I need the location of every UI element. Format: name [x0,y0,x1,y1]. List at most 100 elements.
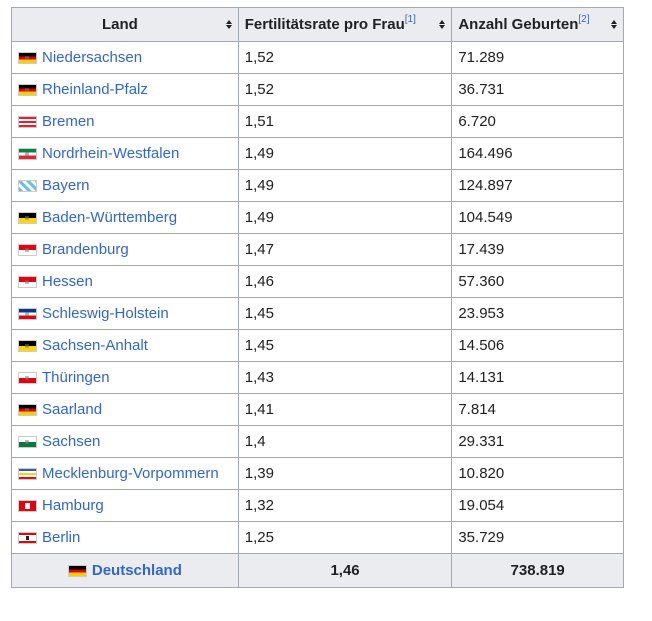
land-link[interactable]: Brandenburg [42,241,129,258]
cell-fertility: 1,32 [237,489,453,522]
table-row: Saarland 1,41 7.814 [11,393,624,426]
cell-fertility: 1,46 [237,265,453,298]
cell-land: Hessen [11,265,239,298]
sachsen-anhalt-flag-icon [18,339,37,352]
cell-land: Mecklenburg-Vorpommern [11,457,239,490]
cell-fertility: 1,46 [237,553,453,588]
land-link[interactable]: Hessen [42,273,93,290]
cell-land: Baden-Württemberg [11,201,239,234]
table-row: Nordrhein-Westfalen 1,49 164.496 [11,137,624,170]
table-row: Brandenburg 1,47 17.439 [11,233,624,266]
table-row: Sachsen-Anhalt 1,45 14.506 [11,329,624,362]
cell-land: Schleswig-Holstein [11,297,239,330]
thueringen-flag-icon [18,371,37,384]
land-link[interactable]: Schleswig-Holstein [42,305,169,322]
cell-land: Deutschland [11,553,239,588]
land-link[interactable]: Sachsen-Anhalt [42,337,148,354]
schleswig-holstein-flag-icon [18,307,37,320]
table-row: Mecklenburg-Vorpommern 1,39 10.820 [11,457,624,490]
column-header-land[interactable]: Land [11,7,239,42]
cell-fertility: 1,52 [237,73,453,106]
sort-icon[interactable] [439,20,446,29]
table-row: Hessen 1,46 57.360 [11,265,624,298]
sort-icon[interactable] [611,20,617,29]
germany-flag-icon [67,564,87,577]
land-link[interactable]: Hamburg [42,497,104,514]
cell-births: 36.731 [451,73,624,106]
column-header-label: Anzahl Geburten [458,16,579,33]
fertility-table: Land Fertilitätsrate pro Frau[1] Anzahl … [11,7,624,588]
land-link[interactable]: Berlin [42,529,81,546]
column-header-label: Land [101,16,138,33]
cell-land: Sachsen-Anhalt [11,329,239,362]
cell-births: 164.496 [451,137,624,170]
cell-land: Rheinland-Pfalz [11,73,239,106]
land-link[interactable]: Nordrhein-Westfalen [42,145,180,162]
hessen-flag-icon [18,275,37,288]
reference-link[interactable]: [2] [578,14,590,25]
saarland-flag-icon [18,403,37,416]
cell-fertility: 1,25 [237,521,453,554]
cell-births: 10.820 [451,457,624,490]
cell-land: Berlin [11,521,239,554]
cell-fertility: 1,49 [237,169,453,202]
reference-link[interactable]: [1] [404,14,416,25]
land-link[interactable]: Bremen [42,113,95,130]
nrw-flag-icon [18,147,37,160]
column-header-fertility[interactable]: Fertilitätsrate pro Frau[1] [237,7,453,42]
cell-land: Saarland [11,393,239,426]
hamburg-flag-icon [18,499,37,512]
cell-fertility: 1,52 [237,41,453,74]
table-row: Berlin 1,25 35.729 [11,521,624,554]
cell-land: Bremen [11,105,239,138]
cell-land: Niedersachsen [11,41,239,74]
cell-births: 23.953 [451,297,624,330]
mecklenburg-vorpommern-flag-icon [18,467,37,480]
cell-fertility: 1,51 [237,105,453,138]
baden-wuerttemberg-flag-icon [18,211,37,224]
bayern-flag-icon [18,179,37,192]
table-row: Hamburg 1,32 19.054 [11,489,624,522]
cell-fertility: 1,43 [237,361,453,394]
land-link[interactable]: Deutschland [91,562,182,579]
cell-births: 738.819 [451,553,624,588]
cell-land: Hamburg [11,489,239,522]
berlin-flag-icon [18,531,37,544]
cell-fertility: 1,49 [237,137,453,170]
land-link[interactable]: Baden-Württemberg [42,209,178,226]
table-row: Bremen 1,51 6.720 [11,105,624,138]
land-link[interactable]: Rheinland-Pfalz [42,81,148,98]
cell-births: 14.131 [451,361,624,394]
column-header-label: Fertilitätsrate pro Frau [244,16,405,33]
niedersachsen-flag-icon [18,51,37,64]
land-link[interactable]: Sachsen [42,433,101,450]
land-link[interactable]: Bayern [42,177,90,194]
cell-fertility: 1,4 [237,425,453,458]
land-link[interactable]: Saarland [42,401,103,418]
total-row: Deutschland 1,46 738.819 [11,553,624,588]
sachsen-flag-icon [18,435,37,448]
table-row: Sachsen 1,4 29.331 [11,425,624,458]
cell-births: 57.360 [451,265,624,298]
brandenburg-flag-icon [18,243,37,256]
sort-icon[interactable] [225,20,232,29]
cell-fertility: 1,41 [237,393,453,426]
table-row: Niedersachsen 1,52 71.289 [11,41,624,74]
cell-births: 6.720 [451,105,624,138]
cell-fertility: 1,45 [237,329,453,362]
cell-births: 104.549 [451,201,624,234]
cell-fertility: 1,45 [237,297,453,330]
column-header-births[interactable]: Anzahl Geburten[2] [451,7,624,42]
cell-births: 17.439 [451,233,624,266]
cell-land: Thüringen [11,361,239,394]
header-row: Land Fertilitätsrate pro Frau[1] Anzahl … [11,7,624,42]
cell-births: 14.506 [451,329,624,362]
land-link[interactable]: Niedersachsen [42,49,143,66]
cell-land: Bayern [11,169,239,202]
land-link[interactable]: Thüringen [42,369,110,386]
cell-land: Nordrhein-Westfalen [11,137,239,170]
cell-fertility: 1,39 [237,457,453,490]
cell-fertility: 1,47 [237,233,453,266]
land-link[interactable]: Mecklenburg-Vorpommern [42,465,219,482]
rheinland-pfalz-flag-icon [18,83,37,96]
